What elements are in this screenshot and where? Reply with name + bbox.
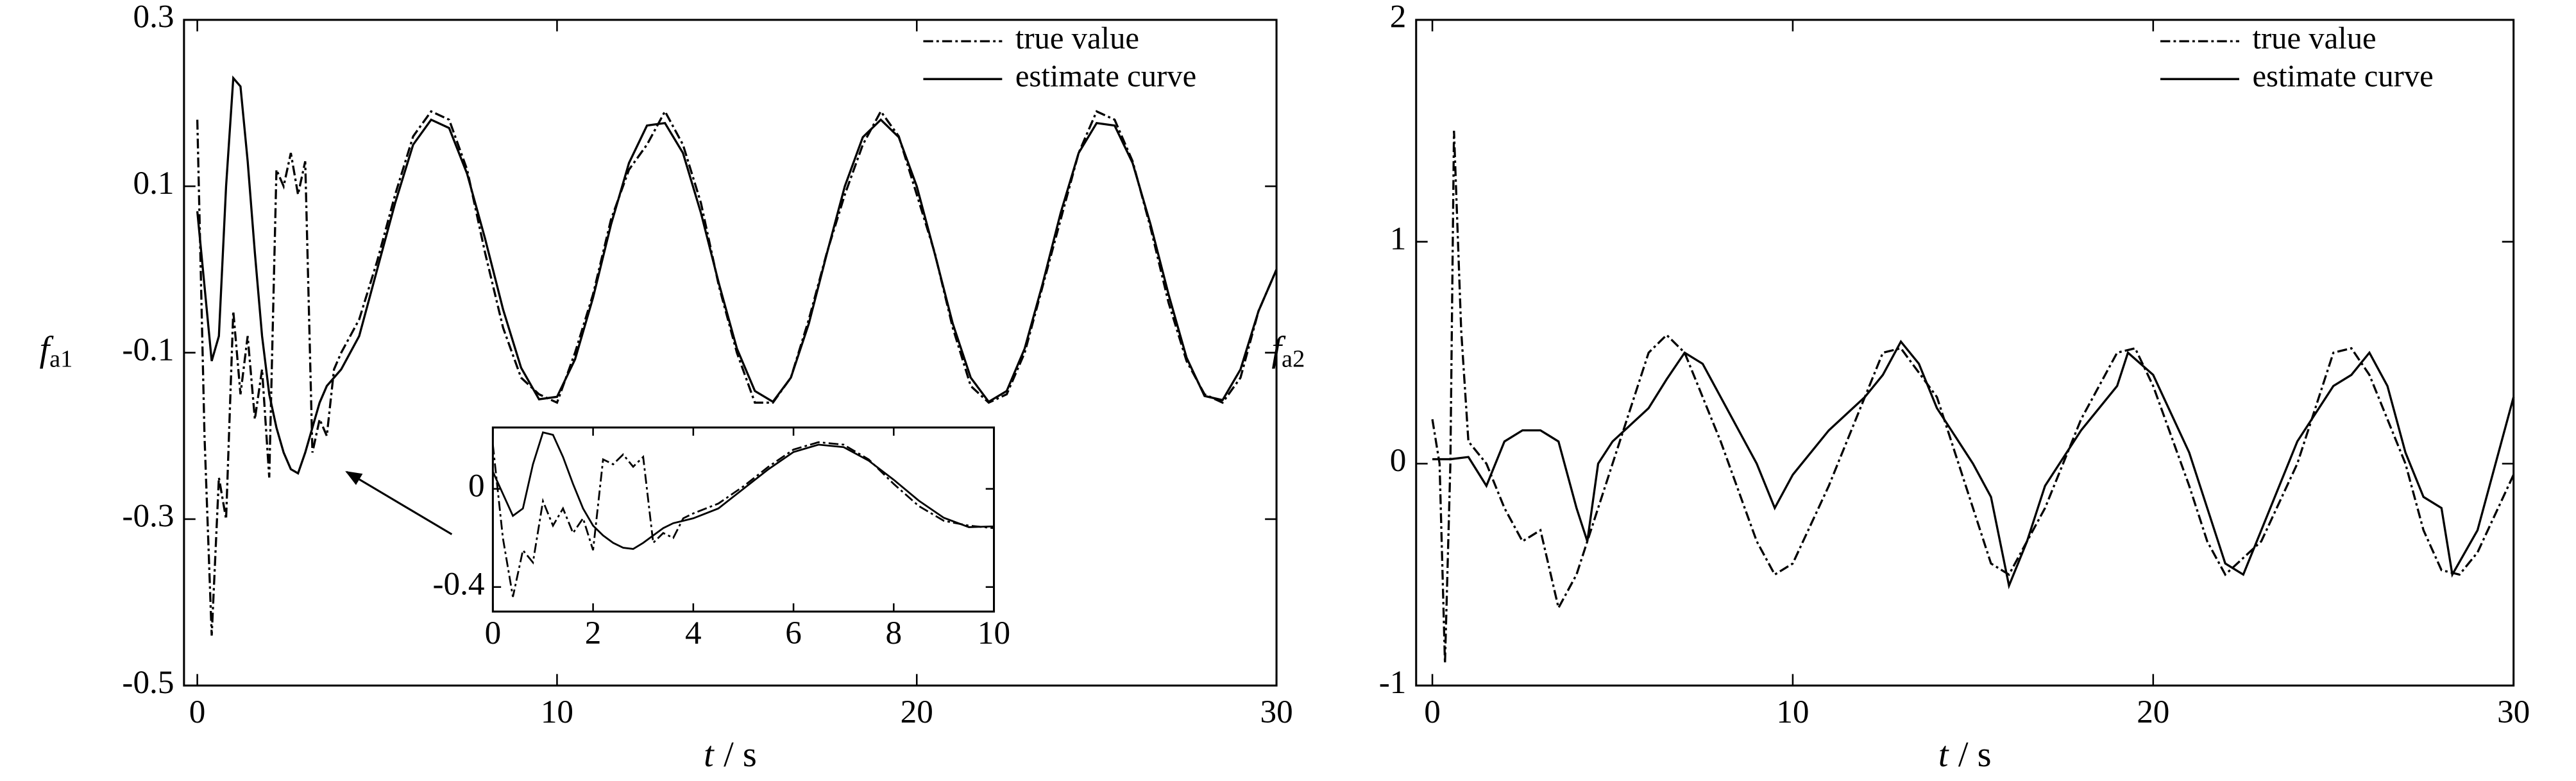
x-tick-label: 30 — [2497, 694, 2530, 730]
x-tick-label: 20 — [901, 694, 933, 730]
x-tick-label: 30 — [1260, 694, 1292, 730]
inset-x-tick-label: 2 — [585, 615, 602, 651]
y-label-subscript: a2 — [1282, 345, 1305, 372]
line-series — [493, 441, 994, 597]
inset-arrow — [345, 470, 453, 535]
x-tick-label: 10 — [541, 694, 573, 730]
inset-x-tick-label: 6 — [785, 615, 802, 651]
y-tick-label: 1 — [1390, 220, 1407, 257]
y-axis-label: fa2 — [1271, 330, 1305, 373]
y-tick-label: 0 — [1390, 442, 1407, 479]
inset-x-tick-label: 4 — [685, 615, 702, 651]
x-tick-label: 10 — [1776, 694, 1809, 730]
line-series — [196, 109, 1278, 636]
y-tick-label: 2 — [1390, 0, 1407, 35]
plot-frame — [1415, 19, 2515, 687]
y-label-subscript: a1 — [49, 345, 72, 372]
legend-label: true value — [1015, 21, 1139, 55]
inset-frame — [491, 426, 996, 613]
legend-label: true value — [2252, 21, 2376, 55]
x-label-unit: / s — [724, 735, 757, 775]
line-series — [1431, 130, 2515, 664]
inset-y-tick-label: -0.4 — [432, 565, 484, 602]
x-tick-label: 0 — [1424, 694, 1441, 730]
y-tick-label: 0.1 — [133, 165, 174, 202]
line-series — [196, 75, 1278, 476]
inset-x-tick-label: 0 — [485, 615, 502, 651]
y-tick-label: -1 — [1379, 664, 1407, 701]
legend-label: estimate curve — [2252, 58, 2433, 93]
inset-y-tick-label: 0 — [468, 467, 485, 504]
x-tick-label: 20 — [2137, 694, 2169, 730]
x-label-symbol: t — [1938, 735, 1949, 775]
x-axis-label: t / s — [1938, 735, 1992, 775]
y-axis-label: fa1 — [39, 330, 72, 373]
x-axis-label: t / s — [704, 735, 757, 775]
y-tick-label: -0.1 — [122, 331, 174, 368]
line-series — [493, 431, 994, 550]
line-series — [1432, 339, 2515, 590]
y-tick-label: -0.5 — [122, 664, 174, 701]
x-label-symbol: t — [704, 735, 715, 775]
x-label-unit: / s — [1958, 735, 1992, 775]
inset-x-tick-label: 10 — [978, 615, 1010, 651]
legend-label: estimate curve — [1015, 58, 1196, 93]
inset-x-tick-label: 8 — [886, 615, 902, 651]
y-tick-label: 0.3 — [133, 0, 174, 35]
x-tick-label: 0 — [189, 694, 206, 730]
y-tick-label: -0.3 — [122, 498, 174, 535]
